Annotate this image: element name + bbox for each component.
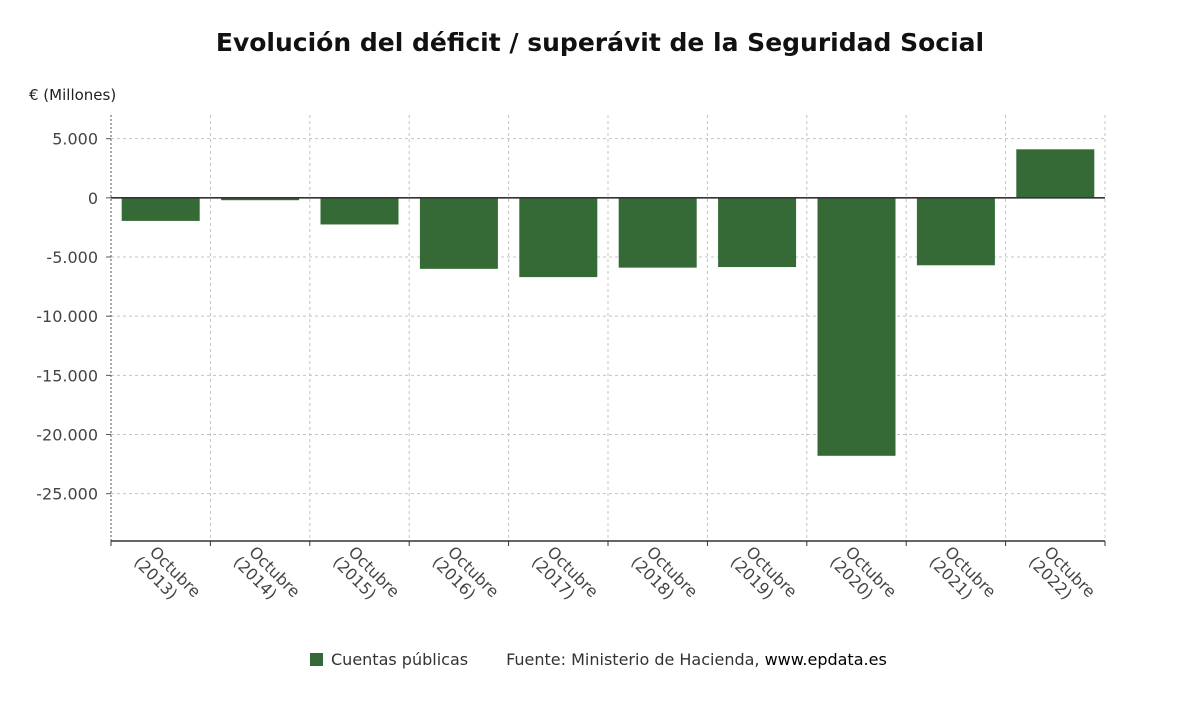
bar-Octubre (2019) (718, 197, 797, 268)
x-tick-label-text: Octubre(2016) (429, 540, 503, 614)
legend-swatch (310, 653, 323, 666)
bar-Octubre (2014) (221, 197, 300, 201)
y-tick-label: -5.000 (46, 248, 98, 267)
x-tick-label: Octubre(2017) (528, 540, 602, 614)
y-tick-label: -25.000 (36, 485, 98, 504)
x-tick-label-text: Octubre(2018) (627, 540, 701, 614)
y-tick-label: 5.000 (52, 130, 98, 149)
y-tick-label: -15.000 (36, 366, 98, 385)
x-tick-label: Octubre(2013) (130, 540, 204, 614)
chart-bars (121, 149, 1095, 456)
x-tick-label: Octubre(2015) (329, 540, 403, 614)
x-tick-label-text: Octubre(2020) (826, 540, 900, 614)
x-tick-label: Octubre(2014) (230, 540, 304, 614)
x-tick-label-text: Octubre(2017) (528, 540, 602, 614)
x-tick-labels: Octubre(2013) Octubre(2014) Octubre(2015) O… (130, 540, 1099, 614)
bar-Octubre (2018) (618, 197, 697, 268)
y-tick-labels: 5.000 0 -5.000 -10.000 -15.000 -20.000 -25.000 (36, 130, 98, 504)
x-tick-label: Octubre(2016) (429, 540, 503, 614)
y-tick-label: -10.000 (36, 307, 98, 326)
bar-Octubre (2020) (817, 197, 896, 456)
x-tick-label-text: Octubre(2013) (130, 540, 204, 614)
x-tick-label-text: Octubre(2019) (727, 540, 801, 614)
source-prefix: Fuente: Ministerio de Hacienda, (506, 650, 765, 669)
x-tick-label: Octubre(2018) (627, 540, 701, 614)
x-tick-label: Octubre(2020) (826, 540, 900, 614)
legend: Cuentas públicas Fuente: Ministerio de H… (310, 650, 887, 669)
bar-Octubre (2015) (320, 197, 399, 225)
y-axis-unit-label: € (Millones) (29, 86, 117, 104)
bar-Octubre (2021) (916, 197, 995, 266)
y-tick-label: 0 (88, 189, 98, 208)
legend-label: Cuentas públicas (331, 650, 469, 669)
chart-grid (111, 115, 1106, 541)
bar-Octubre (2022) (1016, 149, 1095, 198)
source-note: Fuente: Ministerio de Hacienda, www.epda… (506, 650, 887, 669)
x-tick-label-text: Octubre(2014) (230, 540, 304, 614)
x-tick-label-text: Octubre(2022) (1025, 540, 1099, 614)
x-tick-label-text: Octubre(2021) (926, 540, 1000, 614)
chart-axes (106, 115, 1106, 546)
bar-Octubre (2017) (519, 197, 598, 278)
bar-Octubre (2016) (419, 197, 498, 269)
x-tick-label: Octubre(2021) (926, 540, 1000, 614)
bar-Octubre (2013) (121, 197, 200, 221)
y-tick-label: -20.000 (36, 426, 98, 445)
x-tick-label: Octubre(2022) (1025, 540, 1099, 614)
chart-title: Evolución del déficit / superávit de la … (215, 28, 985, 57)
source-site: www.epdata.es (764, 650, 887, 669)
x-tick-label-text: Octubre(2015) (329, 540, 403, 614)
x-tick-label: Octubre(2019) (727, 540, 801, 614)
